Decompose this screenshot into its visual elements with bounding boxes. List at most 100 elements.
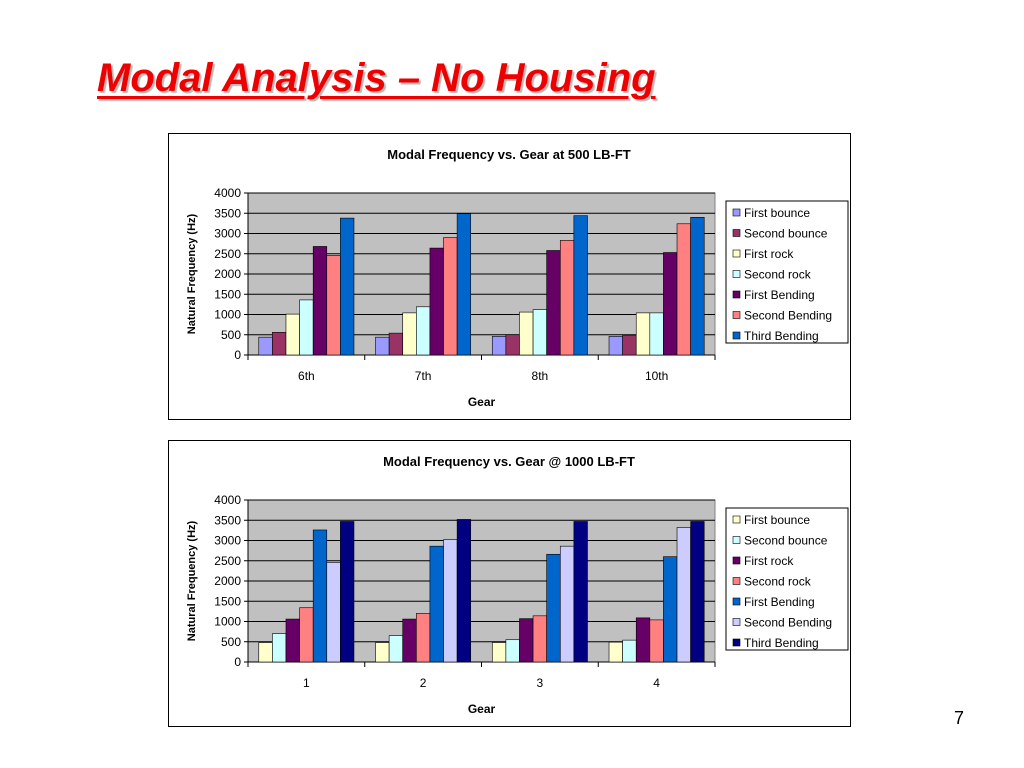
x-tick-label: 7th: [415, 369, 432, 383]
bar: [416, 306, 431, 356]
legend-swatch: [732, 208, 741, 217]
bar: [622, 639, 637, 663]
y-axis-title: Natural Frequency (Hz): [186, 520, 198, 641]
y-tick-label: 500: [221, 328, 241, 342]
y-tick-label: 500: [221, 635, 241, 649]
bar: [573, 215, 588, 356]
legend-swatch: [732, 577, 741, 585]
y-tick-label: 2500: [214, 554, 241, 568]
legend-swatch: [732, 515, 741, 524]
legend-label: First rock: [744, 554, 794, 568]
bar: [622, 334, 637, 356]
bar: [491, 642, 507, 663]
bar: [649, 312, 664, 356]
y-tick-label: 2000: [214, 267, 241, 281]
bar: [443, 237, 458, 356]
legend-swatch: [732, 290, 741, 299]
y-tick-label: 4000: [214, 493, 241, 507]
bar: [608, 336, 623, 356]
legend-label: Third Bending: [744, 636, 819, 650]
y-tick-label: 2000: [214, 574, 241, 588]
legend-label: First Bending: [744, 595, 815, 609]
y-tick-label: 3500: [214, 513, 241, 527]
bar: [663, 252, 678, 356]
x-tick-label: 3: [537, 676, 544, 690]
legend-swatch: [732, 270, 741, 278]
bar: [388, 635, 404, 663]
x-tick-label: 1: [303, 676, 310, 690]
bar: [429, 247, 444, 356]
bar: [285, 313, 300, 356]
legend-label: First bounce: [744, 513, 810, 527]
bar: [312, 529, 328, 663]
legend-swatch: [732, 311, 741, 319]
bar: [326, 562, 341, 663]
chart-500-lbft-svg: Modal Frequency vs. Gear at 500 LB-FT 0 50…: [186, 147, 849, 409]
y-tick-label: 2500: [214, 247, 241, 261]
legend-label: Second bounce: [744, 227, 828, 241]
legend-label: Second bounce: [744, 534, 828, 548]
chart-500-lbft: Modal Frequency vs. Gear at 500 LB-FT 0 50…: [168, 133, 851, 420]
y-axis-title: Natural Frequency (Hz): [186, 213, 198, 334]
legend-label: Second Bending: [744, 309, 832, 323]
legend-label: First Bending: [744, 288, 815, 302]
x-tick-label: 10th: [645, 369, 668, 383]
bar: [532, 615, 547, 663]
bar: [676, 527, 691, 663]
y-tick-label: 0: [234, 655, 241, 669]
bar: [559, 545, 575, 663]
legend: First bounce Second bounce First rock Secon…: [725, 507, 849, 651]
legend-label: Third Bending: [744, 329, 819, 343]
chart-title: Modal Frequency vs. Gear @ 1000 LB-FT: [383, 454, 635, 469]
legend-label: Second rock: [744, 575, 812, 589]
y-tick-label: 3000: [214, 227, 241, 241]
legend-swatch: [732, 229, 741, 237]
bar: [416, 613, 431, 663]
chart-1000-lbft: Modal Frequency vs. Gear @ 1000 LB-FT 0 50…: [168, 440, 851, 727]
bar: [299, 607, 314, 663]
y-tick-label: 1500: [214, 594, 241, 608]
bar: [519, 618, 534, 663]
legend-label: First bounce: [744, 206, 810, 220]
y-tick-label: 4000: [214, 186, 241, 200]
bar: [375, 642, 390, 663]
bar: [456, 519, 472, 663]
bar: [559, 240, 575, 356]
y-tick-label: 1000: [214, 615, 241, 629]
bar: [608, 641, 623, 663]
page-number: 7: [953, 708, 964, 728]
legend-swatch: [732, 556, 741, 565]
bar: [573, 521, 588, 663]
y-tick-label: 1500: [214, 287, 241, 301]
x-tick-label: 2: [420, 676, 427, 690]
y-tick-label: 1000: [214, 308, 241, 322]
x-tick-label: 8th: [532, 369, 549, 383]
bar: [532, 309, 547, 356]
bar: [258, 642, 273, 663]
y-tick-label: 3000: [214, 534, 241, 548]
bar: [340, 217, 355, 356]
legend-swatch: [732, 597, 741, 606]
chart-1000-lbft-svg: Modal Frequency vs. Gear @ 1000 LB-FT 0 50…: [186, 454, 849, 716]
chart-title: Modal Frequency vs. Gear at 500 LB-FT: [387, 147, 631, 162]
legend-swatch: [732, 536, 741, 544]
bar: [272, 332, 287, 356]
bar: [676, 223, 691, 356]
bar: [635, 617, 651, 663]
bar: [546, 553, 561, 663]
x-axis-title: Gear: [468, 702, 496, 716]
bar: [505, 639, 520, 663]
legend-swatch: [732, 331, 741, 340]
y-tick-label: 0: [234, 348, 241, 362]
bar: [429, 545, 444, 663]
bar: [505, 334, 520, 356]
legend-label: Second Bending: [744, 616, 832, 630]
bar: [402, 312, 417, 356]
legend-swatch: [732, 249, 741, 258]
legend-swatch: [732, 618, 741, 626]
x-tick-label: 4: [653, 676, 660, 690]
bar: [299, 299, 314, 356]
bar: [635, 312, 651, 356]
legend-swatch: [732, 638, 741, 647]
legend-box: [725, 200, 849, 344]
